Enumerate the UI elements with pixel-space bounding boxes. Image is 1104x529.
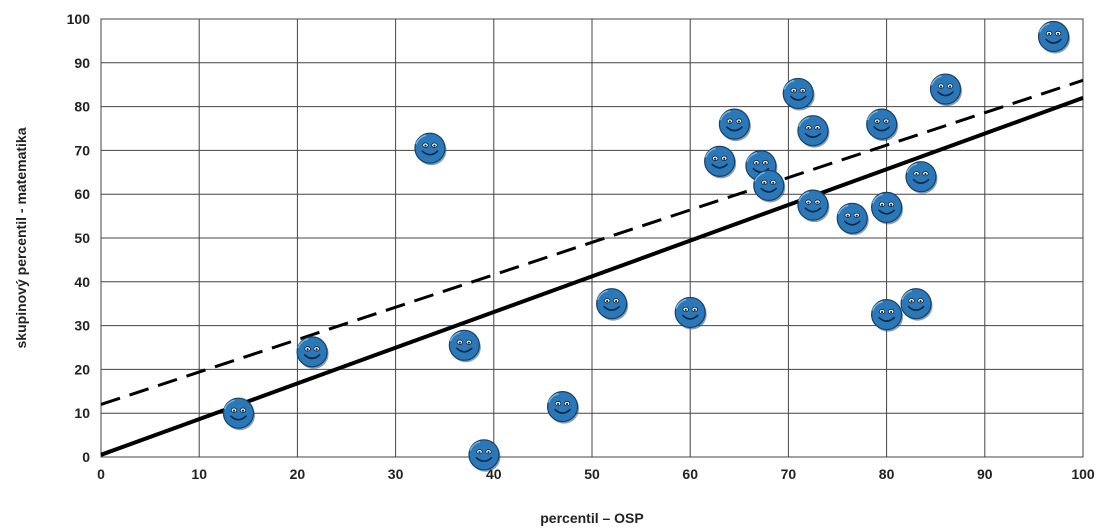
y-tick-label: 100 bbox=[67, 11, 91, 27]
y-tick-label: 40 bbox=[74, 274, 90, 290]
solid-trend-line bbox=[100, 95, 1084, 457]
smiley-point bbox=[704, 145, 737, 179]
smiley-point bbox=[718, 108, 751, 142]
y-tick-label: 10 bbox=[74, 405, 90, 421]
x-tick-label: 100 bbox=[1071, 466, 1095, 482]
y-axis-ticks: 0 10 20 30 40 50 60 70 80 90 100 bbox=[67, 11, 91, 465]
x-tick-label: 20 bbox=[290, 466, 306, 482]
smiley-point bbox=[870, 299, 904, 332]
smiley-point bbox=[222, 397, 255, 431]
smiley-point bbox=[870, 191, 904, 225]
x-tick-label: 0 bbox=[97, 466, 105, 482]
smiley-point bbox=[929, 73, 963, 107]
data-points bbox=[222, 20, 1071, 472]
smiley-point bbox=[753, 169, 786, 203]
smiley-point bbox=[1037, 20, 1071, 54]
smiley-point bbox=[900, 288, 933, 321]
x-tick-label: 60 bbox=[682, 466, 698, 482]
smiley-point bbox=[546, 391, 580, 424]
y-tick-label: 50 bbox=[74, 230, 90, 246]
x-tick-label: 50 bbox=[584, 466, 600, 482]
smiley-point bbox=[674, 296, 707, 330]
grid-lines bbox=[100, 18, 1084, 458]
smiley-point bbox=[468, 439, 501, 472]
y-tick-label: 90 bbox=[74, 55, 90, 71]
dashed-trend-line bbox=[100, 78, 1084, 406]
x-axis-label: percentil – OSP bbox=[540, 510, 643, 526]
y-tick-label: 0 bbox=[82, 449, 90, 465]
y-tick-label: 30 bbox=[74, 318, 90, 334]
trend-lines bbox=[100, 78, 1084, 457]
x-tick-label: 70 bbox=[781, 466, 797, 482]
x-axis-ticks: 0 10 20 30 40 50 60 70 80 90 100 bbox=[97, 466, 1095, 482]
y-tick-label: 60 bbox=[74, 186, 90, 202]
smiley-point bbox=[448, 329, 481, 363]
x-tick-label: 90 bbox=[977, 466, 993, 482]
smiley-point bbox=[596, 288, 629, 321]
smiley-point bbox=[797, 115, 830, 148]
y-tick-label: 70 bbox=[74, 142, 90, 158]
smiley-point bbox=[836, 202, 869, 236]
smiley-point bbox=[905, 161, 938, 194]
y-tick-label: 20 bbox=[74, 361, 90, 377]
x-tick-label: 80 bbox=[879, 466, 895, 482]
smiley-point bbox=[296, 336, 329, 369]
smiley-point bbox=[866, 108, 899, 142]
smiley-point bbox=[782, 77, 815, 111]
y-tick-label: 80 bbox=[74, 99, 90, 115]
x-tick-label: 10 bbox=[191, 466, 207, 482]
smiley-point bbox=[797, 189, 830, 223]
x-tick-label: 30 bbox=[388, 466, 404, 482]
smiley-point bbox=[414, 132, 447, 166]
y-axis-label: skupinový percentil - matematika bbox=[13, 127, 29, 348]
